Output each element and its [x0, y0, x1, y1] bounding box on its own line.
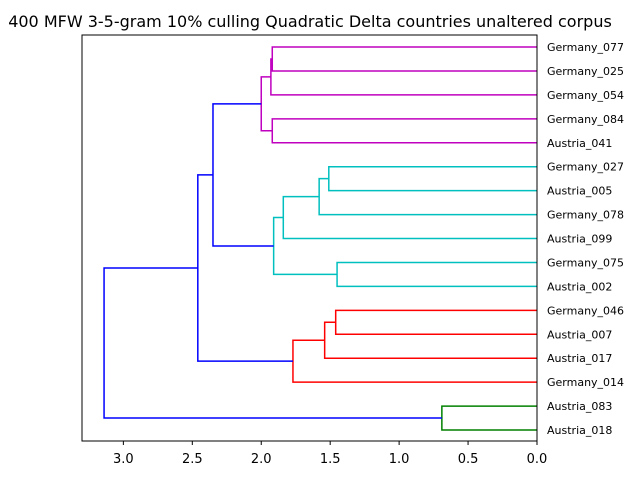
chart-title: 400 MFW 3-5-gram 10% culling Quadratic D… — [8, 12, 612, 31]
x-tick-label: 0.5 — [458, 452, 479, 467]
dendrogram-link-0 — [271, 46, 537, 72]
dendrogram-link-11 — [323, 321, 537, 359]
leaf-label: Germany_046 — [547, 304, 624, 317]
x-tick-label: 1.5 — [320, 452, 341, 467]
leaf-label: Germany_084 — [547, 113, 624, 126]
dendrogram-link-1 — [270, 58, 537, 96]
x-tick-label: 0.0 — [527, 452, 548, 467]
leaf-labels: Germany_077 Germany_025 Germany_054 Germany… — [547, 41, 624, 437]
leaf-label: Austria_083 — [547, 400, 612, 413]
leaf-label: Germany_025 — [547, 65, 624, 78]
dendrogram-link-6 — [282, 195, 537, 240]
leaf-label: Germany_077 — [547, 41, 624, 54]
dendrogram-link-10 — [334, 309, 537, 335]
dendrogram-link-2 — [271, 118, 537, 144]
leaf-label: Austria_099 — [547, 233, 612, 246]
dendrogram-link-4 — [328, 165, 537, 192]
plot-frame — [81, 34, 538, 442]
leaf-label: Austria_007 — [547, 328, 612, 341]
leaf-label: Germany_075 — [547, 256, 624, 269]
leaf-label: Austria_005 — [547, 185, 612, 198]
leaf-label: Austria_041 — [547, 137, 612, 150]
x-tick-label: 3.0 — [113, 452, 134, 467]
leaf-label: Germany_054 — [547, 89, 624, 102]
x-tick-label: 1.0 — [389, 452, 410, 467]
dendrogram-link-12 — [292, 339, 537, 383]
leaf-label: Germany_078 — [547, 209, 624, 222]
dendrogram-link-7 — [336, 261, 537, 288]
leaf-label: Austria_018 — [547, 424, 612, 437]
dendrogram-link-5 — [318, 177, 537, 216]
x-tick-label: 2.5 — [182, 452, 203, 467]
dendrogram-link-9 — [212, 103, 274, 247]
leaf-label: Germany_027 — [547, 161, 624, 174]
dendrogram-link-8 — [272, 216, 338, 276]
dendrogram-link-13 — [197, 174, 293, 362]
leaf-label: Austria_017 — [547, 352, 612, 365]
dendrogram-links — [103, 46, 537, 431]
leaf-label: Germany_014 — [547, 376, 624, 389]
dendrogram-link-14 — [441, 405, 537, 431]
x-axis: 3.0 2.5 2.0 1.5 1.0 0.5 0.0 — [113, 441, 547, 467]
dendrogram-link-15 — [103, 267, 442, 419]
leaf-label: Austria_002 — [547, 280, 612, 293]
x-tick-label: 2.0 — [251, 452, 272, 467]
